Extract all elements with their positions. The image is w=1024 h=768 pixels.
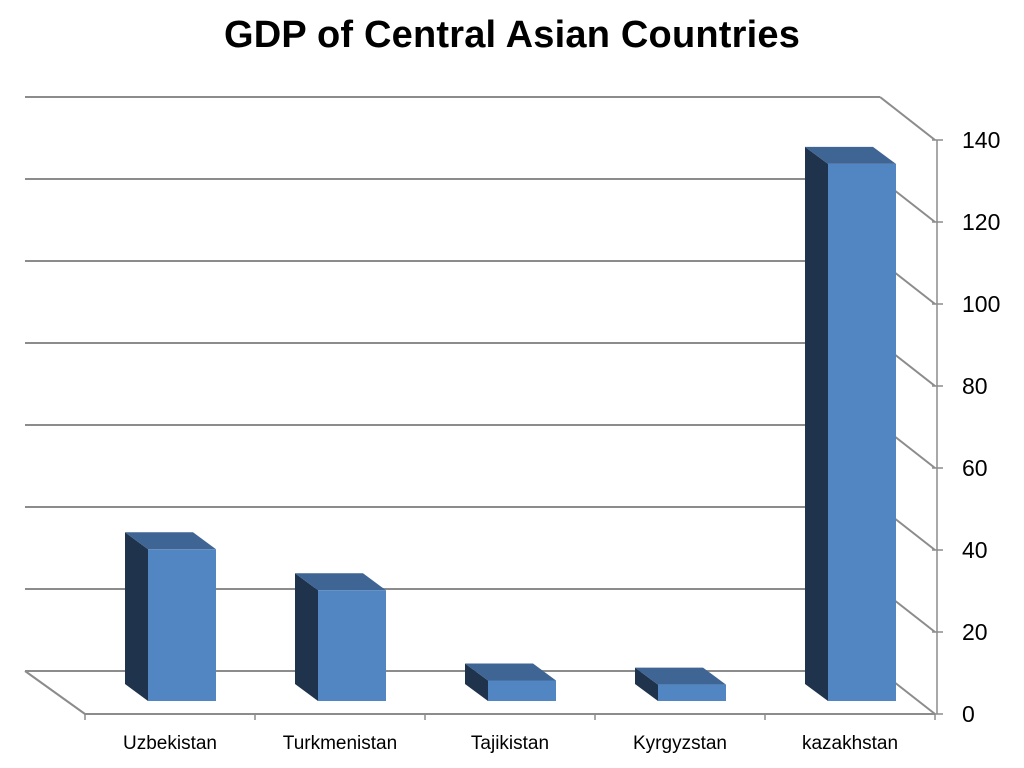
value-tick-label: 20 xyxy=(962,619,988,645)
bar-front xyxy=(318,590,386,701)
bar xyxy=(295,573,386,701)
bar-front xyxy=(828,163,896,701)
bar-top xyxy=(805,146,896,164)
bar xyxy=(635,667,726,701)
value-axis: 0 20 40 60 80 100 120 140 xyxy=(932,127,1000,727)
gridline-side xyxy=(879,96,936,141)
bar-side xyxy=(805,146,828,701)
category-label: Tajikistan xyxy=(471,733,549,754)
bar-top xyxy=(125,532,216,550)
bars xyxy=(125,146,896,701)
category-label: Uzbekistan xyxy=(123,733,217,754)
value-tick-label: 40 xyxy=(962,537,988,563)
category-label: Kyrgyzstan xyxy=(633,733,727,754)
value-tick-label: 60 xyxy=(962,455,988,481)
bar-side xyxy=(295,573,318,701)
value-tick-label: 0 xyxy=(962,701,975,727)
chart-title: GDP of Central Asian Countries xyxy=(223,14,801,56)
value-tick-label: 80 xyxy=(962,373,988,399)
bar xyxy=(125,532,216,701)
bar-front xyxy=(488,680,556,701)
category-label: Turkmenistan xyxy=(283,733,397,754)
bar-front xyxy=(658,684,726,701)
bar-top xyxy=(635,667,726,685)
bar-front xyxy=(148,549,216,701)
bar-top xyxy=(295,573,386,591)
bar-top xyxy=(465,663,556,681)
category-axis: Uzbekistan Turkmenistan Tajikistan Kyrgyzst… xyxy=(84,714,936,754)
value-tick-label: 140 xyxy=(962,127,1000,153)
bar xyxy=(465,663,556,701)
bar-side xyxy=(125,532,148,701)
floor-left-edge xyxy=(24,670,86,715)
bar xyxy=(805,146,896,701)
bar-side xyxy=(635,667,658,701)
value-tick-label: 100 xyxy=(962,291,1000,317)
bar-side xyxy=(465,663,488,701)
value-tick-label: 120 xyxy=(962,209,1000,235)
category-label: kazakhstan xyxy=(802,733,898,754)
